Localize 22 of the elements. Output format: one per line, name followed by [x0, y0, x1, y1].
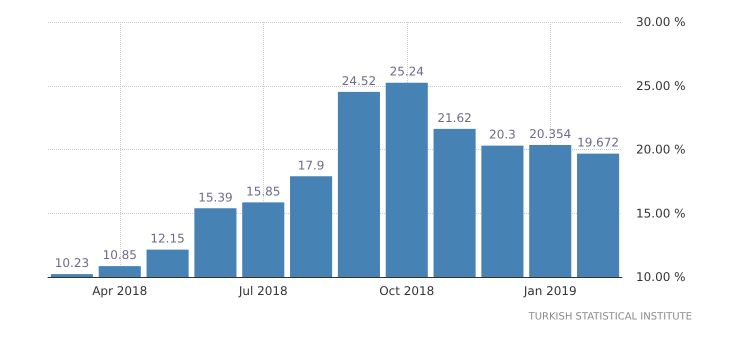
y-tick-label: 25.00 % — [636, 78, 686, 93]
data-label: 15.39 — [198, 190, 233, 204]
x-tick-label: Jul 2018 — [238, 284, 288, 298]
y-tick-label: 30.00 % — [636, 15, 686, 29]
x-tick-label: Jan 2019 — [522, 284, 577, 298]
data-label: 12.15 — [150, 232, 185, 246]
y-tick-label: 20.00 % — [636, 142, 686, 156]
data-label: 20.354 — [529, 126, 572, 141]
data-label: 24.52 — [342, 74, 376, 88]
y-tick-label: 10.00 % — [636, 270, 686, 284]
data-label: 20.3 — [489, 128, 516, 142]
data-label: 15.85 — [246, 184, 280, 198]
data-label: 19.672 — [577, 136, 620, 150]
data-label: 10.23 — [54, 256, 90, 270]
y-tick-label: 15.00 % — [636, 206, 686, 220]
data-label: 21.62 — [437, 110, 472, 125]
text: TURKISH STATISTICAL INSTITUTE — [528, 312, 692, 322]
x-tick-label: Oct 2018 — [379, 284, 434, 298]
data-label: 17.9 — [298, 158, 324, 172]
x-tick-label: Apr 2018 — [92, 284, 148, 298]
data-label: 10.85 — [102, 248, 137, 262]
data-label: 25.24 — [390, 64, 424, 79]
